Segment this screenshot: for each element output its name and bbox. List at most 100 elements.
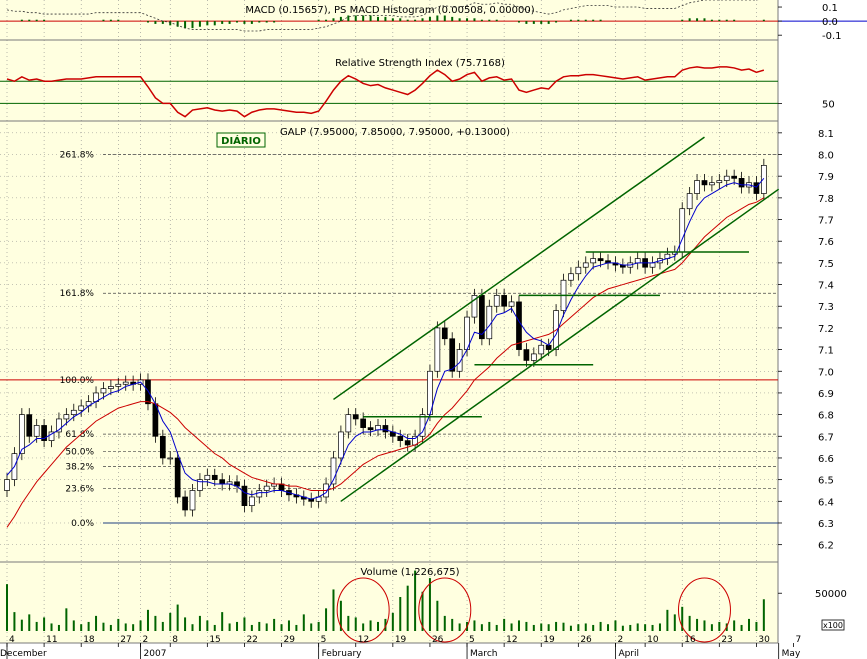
- x-day-label: 2: [617, 635, 623, 645]
- candle-body: [753, 182, 760, 194]
- candle-body: [434, 327, 441, 372]
- x-day-label: 5: [321, 635, 327, 645]
- rsi-line: [6, 66, 765, 118]
- candle-body: [33, 425, 40, 437]
- macd-tick-label: 0.0: [822, 17, 838, 28]
- price-tick-label: 7.4: [818, 281, 834, 292]
- price-tick-label: 7.0: [818, 367, 834, 378]
- x-period-label: March: [470, 649, 497, 659]
- candle-body: [686, 193, 693, 210]
- candle-body: [4, 479, 10, 491]
- price-tick-label: 7.3: [818, 302, 834, 313]
- price-panel: 261.8%161.8%100.0%61.8%50.0%38.2%23.6%0.…: [0, 136, 780, 529]
- price-tick-label: 7.5: [818, 259, 834, 270]
- fib-level-label: 100.0%: [60, 376, 95, 386]
- candle-body: [456, 349, 463, 372]
- price-tick-label: 6.4: [818, 497, 834, 508]
- fib-level-label: 261.8%: [60, 151, 95, 161]
- candle-body: [382, 425, 389, 433]
- volume-multiplier-box: [821, 619, 845, 631]
- candle-body: [219, 479, 226, 485]
- candle-body: [174, 457, 181, 498]
- candle-body: [449, 338, 456, 372]
- volume-highlight-circle: [336, 577, 390, 643]
- candle-body: [63, 414, 70, 420]
- fib-level-label: 23.6%: [65, 484, 94, 494]
- price-tick-label: 6.6: [818, 454, 834, 465]
- x-period-label: February: [322, 649, 363, 659]
- candle-body: [256, 490, 263, 498]
- candle-body: [145, 379, 151, 405]
- x-day-label: 12: [358, 635, 369, 645]
- x-day-label: 26: [580, 635, 592, 645]
- price-panel-label: GALP (7.95000, 7.85000, 7.95000, +0.1300…: [280, 127, 510, 138]
- candle-body: [404, 440, 411, 446]
- fib-level-label: 161.8%: [60, 289, 95, 299]
- candle-body: [338, 431, 344, 459]
- x-day-label: 19: [543, 635, 555, 645]
- candle-body: [471, 295, 478, 318]
- x-day-label: 22: [246, 635, 257, 645]
- candle-body: [352, 414, 359, 420]
- channel-lower-line: [340, 188, 780, 502]
- x-axis: 4 11 18 27 2 8 15 22 29 5 12 19 26 5 12 19 26 2 10 16 23 30 7 D…: [0, 635, 801, 659]
- x-day-label: 23: [721, 635, 732, 645]
- x-day-label: 10: [647, 635, 659, 645]
- volume-highlight-circle: [677, 577, 731, 643]
- price-tick-label: 6.9: [818, 389, 834, 400]
- candle-body: [501, 295, 507, 307]
- x-day-label: 30: [758, 635, 770, 645]
- candle-body: [375, 425, 381, 431]
- candle-body: [597, 258, 604, 262]
- price-tick-label: 6.7: [818, 432, 834, 443]
- candle-body: [197, 479, 203, 491]
- candle-body: [508, 301, 515, 307]
- macd-tick-label: 0.1: [822, 3, 838, 14]
- price-tick-label: 6.3: [818, 519, 834, 530]
- x-day-label: 19: [395, 635, 407, 645]
- candle-body: [493, 295, 500, 307]
- candle-body: [249, 496, 255, 506]
- candle-body: [204, 474, 211, 480]
- price-tick-label: 7.2: [818, 324, 834, 335]
- candle-body: [731, 175, 738, 179]
- price-tick-label: 7.7: [818, 216, 834, 227]
- candle-body: [330, 457, 337, 485]
- candle-body: [634, 258, 641, 264]
- volume-tick-label: 50000: [815, 589, 847, 600]
- rsi-tick-label: 50: [822, 99, 835, 110]
- channel-upper-line: [333, 136, 705, 401]
- candle-body: [360, 418, 367, 428]
- macd-line: [6, 0, 759, 32]
- macd-panel: [0, 0, 867, 32]
- candle-body: [538, 344, 545, 355]
- price-tick-label: 8.0: [818, 151, 834, 162]
- rsi-panel: [0, 66, 778, 118]
- x-period-label: December: [0, 649, 47, 659]
- candle-body: [709, 182, 715, 186]
- volume-highlight-circle: [418, 577, 472, 643]
- price-tick-label: 7.6: [818, 237, 834, 248]
- candle-body: [70, 409, 77, 415]
- candle-body: [167, 457, 174, 460]
- candle-body: [441, 327, 448, 340]
- candle-body: [523, 349, 530, 361]
- price-tick-label: 6.8: [818, 411, 834, 422]
- fib-level-label: 50.0%: [65, 447, 94, 457]
- diario-badge: DIÁRIO: [221, 134, 261, 147]
- candle-body: [345, 414, 352, 433]
- y-axis: 0.1 0.0 -0.1 50 8.1 8.0 7.9 7.8 7.7 7.6 7.5 7.4 7.3 7…: [778, 3, 847, 600]
- x-day-label: 26: [432, 635, 444, 645]
- candle-body: [159, 435, 166, 459]
- x-day-label: 11: [46, 635, 57, 645]
- x-day-label: 18: [83, 635, 95, 645]
- candle-body: [18, 414, 25, 454]
- candle-body: [568, 273, 574, 281]
- price-tick-label: 7.8: [818, 194, 834, 205]
- candle-body: [679, 208, 686, 253]
- x-period-label: April: [618, 649, 639, 659]
- grid: [0, 0, 778, 643]
- ma-long-line: [6, 197, 765, 528]
- candle-body: [723, 175, 730, 181]
